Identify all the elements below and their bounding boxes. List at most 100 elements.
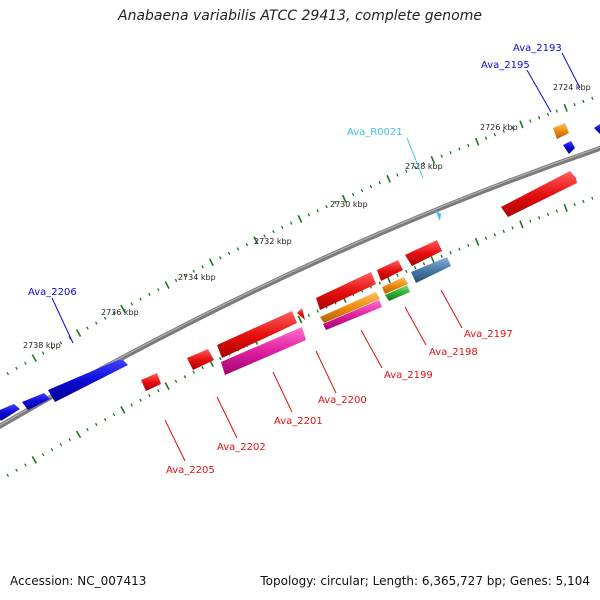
inner-tick [297,315,303,324]
outer-tick [405,169,408,173]
inner-tick [555,209,559,213]
outer-tick [307,213,311,217]
outer-tick [289,221,293,225]
outer-tick [112,311,116,316]
outer-tick [378,181,381,185]
outer-tick [297,215,303,223]
outer-tick [422,162,426,166]
inner-tick [405,269,408,274]
outer-tick [164,281,170,289]
inner-tick [519,220,524,229]
inner-tick [502,229,505,233]
outer-tick [6,371,10,376]
inner-tick [573,202,576,207]
outer-tick [341,194,347,203]
gene-label-ava-2201[interactable]: Ava_2201 [274,416,323,427]
gene-ava-2197-group[interactable] [405,171,577,283]
outer-tick [174,278,178,283]
gene-label-ava-2193[interactable]: Ava_2193 [513,43,562,54]
inner-tick [201,366,204,370]
inner-tick [148,393,151,398]
map-title: Anabaena variabilis ATCC 29413, complete… [118,8,482,24]
outer-tick [31,354,37,362]
inner-tick [41,453,45,457]
outer-tick [316,209,319,213]
outer-tick [15,366,18,371]
outer-tick [139,297,142,301]
inner-tick [537,216,541,220]
inner-tick [582,199,585,204]
rna-ava-r0021[interactable] [435,210,441,221]
inner-tick [422,262,426,266]
outer-tick [50,346,54,350]
gene-label-ava-2199[interactable]: Ava_2199 [384,370,433,381]
accession-text: Accession: NC_007413 [10,574,147,588]
outer-tick [529,119,532,123]
outer-tick [24,361,27,365]
gene-label-ava-2197[interactable]: Ava_2197 [464,329,513,340]
inner-tick [68,437,72,442]
outer-tick [325,205,328,209]
gene-label-ava-2205[interactable]: Ava_2205 [166,465,215,476]
inner-tick [24,463,27,467]
outer-tick [281,225,284,230]
outer-tick [458,147,461,151]
gene-ava-2198-group[interactable] [377,260,410,301]
gene-ava-2206-arrows[interactable] [0,360,128,421]
scale-label-2734: 2734 kbp [178,273,216,282]
inner-tick [467,243,470,248]
gene-label-ava-2198[interactable]: Ava_2198 [429,347,478,358]
outer-tick [334,200,337,205]
outer-tick [360,188,364,193]
outer-tick [41,351,45,355]
outer-tick [95,321,98,325]
inner-tick [31,455,37,464]
inner-tick [103,417,107,422]
gene-ava-2200-group[interactable] [217,308,306,375]
inner-tick [75,430,82,439]
gene-ava-2193-2195[interactable] [553,123,600,154]
inner-tick [563,203,568,212]
outer-tick [148,292,151,297]
inner-tick [157,389,160,393]
inner-tick [164,382,170,390]
outer-tick [546,112,550,117]
gene-label-ava-2206[interactable]: Ava_2206 [28,287,77,298]
inner-tick [474,237,480,246]
inner-tick [591,196,594,200]
inner-tick [183,375,187,379]
outer-tick [563,103,568,112]
gene-label-ava-2202[interactable]: Ava_2202 [217,442,266,453]
inner-tick [378,281,381,285]
inner-tick [316,309,319,313]
outer-tick [484,136,488,140]
outer-tick [591,96,594,100]
inner-tick [493,233,497,237]
gene-label-ava-2200[interactable]: Ava_2200 [318,395,367,406]
genome-summary-text: Topology: circular; Length: 6,365,727 bp… [260,574,590,588]
outer-tick [474,137,480,146]
outer-tick [245,242,249,247]
outer-tick [75,329,82,337]
gene-label-ava-2195[interactable]: Ava_2195 [481,60,530,71]
inner-tick [484,236,488,240]
inner-tick [546,212,550,217]
outer-tick [555,109,559,113]
outer-tick [493,133,497,137]
inner-tick [440,254,443,259]
gene-ava-2205-arrow[interactable] [141,373,161,391]
inner-tick [112,413,116,417]
outer-tick [467,143,470,147]
inner-tick [511,226,514,230]
outer-tick [103,316,107,320]
gene-label-ava-r0021[interactable]: Ava_R0021 [347,127,403,138]
outer-tick [183,274,187,278]
gene-ava-2202-arrow[interactable] [187,349,214,370]
outer-tick [440,154,443,158]
inner-tick [219,356,222,361]
inner-tick [449,251,452,255]
scale-label-2726: 2726 kbp [480,123,518,132]
inner-tick [192,370,195,374]
gene-ava-2199-group[interactable] [316,272,382,330]
outer-tick [208,258,214,267]
